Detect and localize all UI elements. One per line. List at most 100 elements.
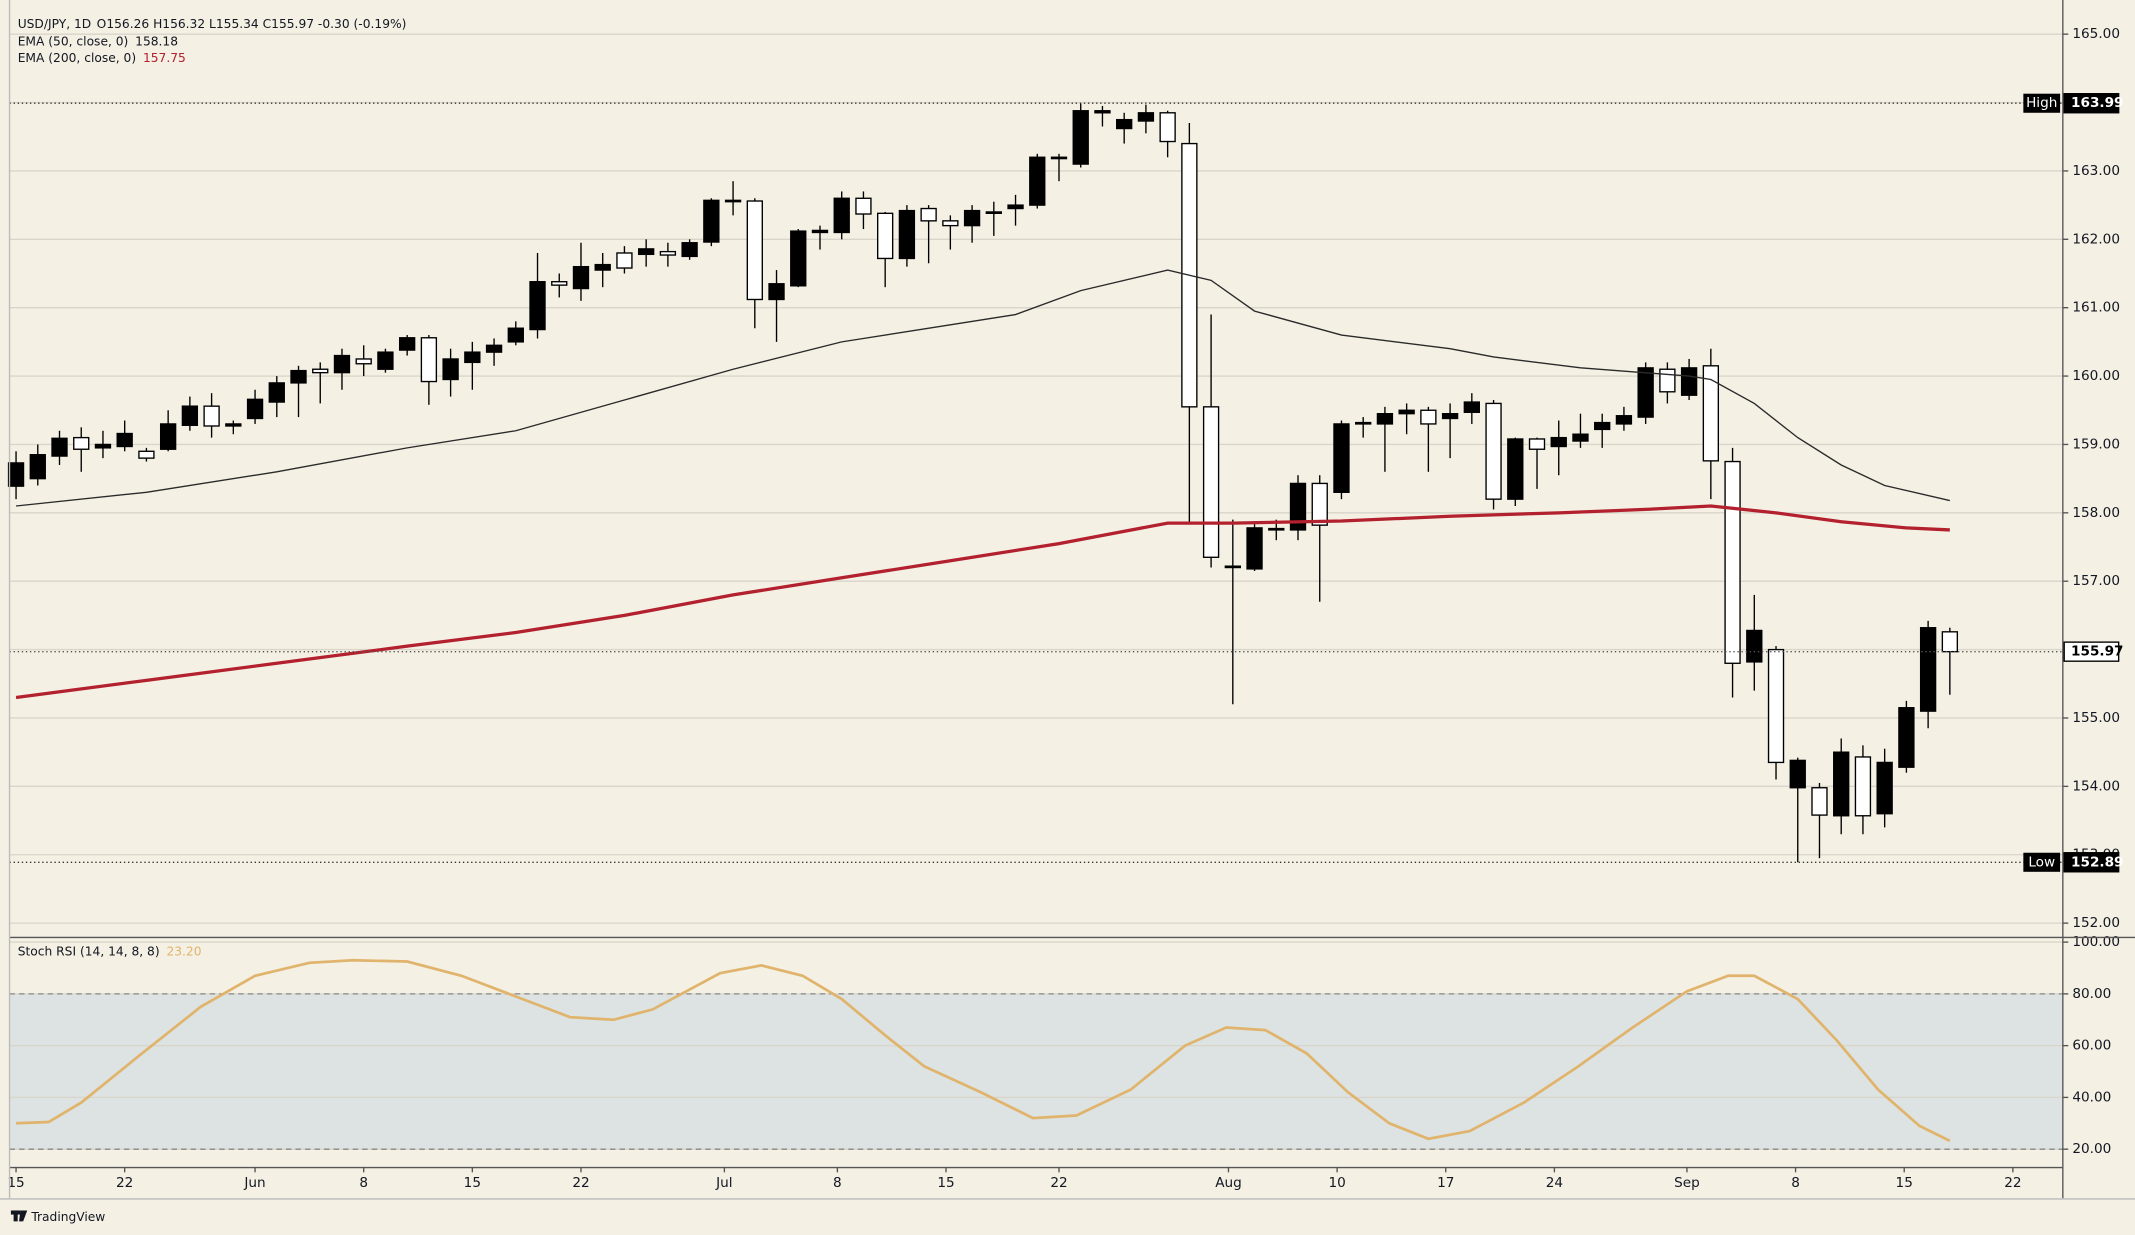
y-tick-label: 80.00 — [2072, 986, 2111, 1002]
stoch-line — [15, 958, 1951, 1143]
x-tick-label: Sep — [1674, 1175, 1700, 1191]
candle-body — [1137, 112, 1155, 122]
price-box-label: 152.89 — [2071, 854, 2124, 870]
grid-layer — [9, 33, 2063, 1150]
x-tick-label: 8 — [833, 1175, 842, 1191]
candle-body — [1202, 406, 1220, 558]
y-tick-label: 152.00 — [2072, 915, 2120, 931]
x-tick-label: 8 — [359, 1175, 368, 1191]
candle-body — [616, 252, 633, 269]
candle-body — [1550, 436, 1567, 448]
candle-body — [855, 197, 872, 215]
indicator-title: Stoch RSI (14, 14, 8, 8) — [18, 944, 160, 958]
logo: TradingView — [10, 1210, 105, 1224]
price-box-label: 155.97 — [2071, 644, 2124, 660]
candle-body — [268, 382, 285, 403]
candle-body — [485, 344, 503, 353]
candle-body — [203, 405, 220, 427]
y-tick-label: 163.00 — [2072, 163, 2120, 179]
x-tick-label: Aug — [1215, 1175, 1242, 1191]
x-tick-label: 22 — [1050, 1175, 1067, 1191]
candle-body — [246, 398, 264, 420]
price-tag-label: High — [2026, 95, 2057, 111]
y-tick-label: 100.00 — [2072, 934, 2120, 950]
candle-body — [942, 220, 959, 227]
candle-body — [1702, 365, 1720, 462]
candle-body — [1898, 707, 1915, 768]
x-tick-label: 15 — [937, 1175, 954, 1191]
band — [9, 993, 2063, 1150]
legend-entry: EMA (50, close, 0) — [18, 35, 129, 49]
candle-body — [181, 405, 199, 426]
y-tick-label: 162.00 — [2072, 231, 2120, 247]
candle-body — [1767, 648, 1785, 764]
y-tick-label: 161.00 — [2072, 300, 2120, 316]
candle-body — [1746, 629, 1763, 663]
price-tag-label: Low — [2028, 854, 2055, 870]
candle-body — [1680, 367, 1698, 396]
candle-body — [1094, 110, 1111, 114]
x-tick-label: 22 — [2004, 1175, 2021, 1191]
footer-brand: TradingView — [30, 1210, 105, 1224]
logo-slash — [19, 1210, 28, 1222]
legend-value: 158.18 — [135, 35, 178, 49]
x-tick-label: 15 — [7, 1175, 24, 1191]
candle-body — [1289, 482, 1307, 531]
candle-body — [51, 437, 68, 457]
candle-body — [659, 250, 677, 256]
price-box — [2063, 852, 2120, 873]
x-tick-label: 24 — [1546, 1175, 1563, 1191]
candle-body — [73, 436, 90, 450]
candle-body — [1311, 482, 1328, 526]
candle-body — [7, 462, 25, 487]
candle-body — [833, 197, 850, 234]
candle-body — [225, 423, 242, 427]
candle-body — [1637, 367, 1654, 418]
candle-body — [464, 351, 481, 364]
candle-body — [768, 283, 785, 301]
candle-body — [790, 230, 807, 287]
legend-value: 157.75 — [143, 51, 186, 65]
y-tick-label: 159.00 — [2072, 436, 2120, 452]
candle-body — [572, 265, 590, 290]
candle-body — [1246, 527, 1263, 570]
x-tick-label: 8 — [1791, 1175, 1800, 1191]
price-box — [2063, 641, 2120, 662]
candle-body — [1463, 401, 1481, 413]
x-tick-label: 22 — [572, 1175, 589, 1191]
candle-body — [1919, 627, 1937, 712]
candle-body — [29, 454, 46, 480]
y-tick-label: 157.00 — [2072, 573, 2120, 589]
candle-body — [377, 351, 394, 370]
candle-body — [159, 423, 177, 450]
candle-body — [877, 212, 894, 260]
candle-body — [1854, 756, 1872, 817]
candle-body — [398, 337, 416, 351]
y-tick-label: 154.00 — [2072, 778, 2120, 794]
candle-body — [898, 209, 916, 260]
x-tick-label: Jul — [715, 1175, 732, 1191]
ema-line — [15, 269, 1951, 507]
candle-body — [1333, 423, 1350, 494]
candle-body — [1398, 409, 1415, 415]
candle-body — [1811, 787, 1828, 816]
y-tick-label: 155.00 — [2072, 710, 2120, 726]
candle-body — [1789, 759, 1806, 789]
candle-body — [1441, 412, 1459, 420]
candle-body — [1724, 460, 1741, 664]
candle-body — [355, 358, 372, 365]
candle-body — [551, 281, 568, 286]
candle-body — [312, 368, 329, 374]
candle-body — [1116, 118, 1133, 130]
candle-body — [333, 354, 351, 374]
candle-body — [1528, 438, 1546, 450]
candle-body — [1876, 761, 1893, 815]
candle-body — [1507, 438, 1524, 500]
candle-body — [1659, 368, 1676, 393]
candle-body — [1376, 412, 1394, 425]
candle-body — [1007, 204, 1024, 210]
y-tick-label: 160.00 — [2072, 368, 2120, 384]
candle-body — [920, 207, 937, 222]
candle-body — [1355, 421, 1372, 425]
